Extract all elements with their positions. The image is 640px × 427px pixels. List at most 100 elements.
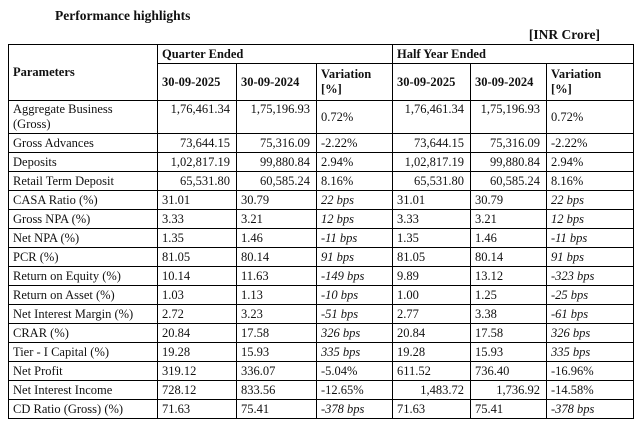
q-2024-cell: 1.13 <box>236 285 317 305</box>
table-row: Net Interest Income 728.12 833.56 -12.65… <box>8 380 635 400</box>
parameters-header: Parameters <box>8 44 158 101</box>
table-row: PCR (%) 81.05 80.14 91 bps 81.05 80.14 9… <box>8 247 635 267</box>
q-2025-cell: 1,76,461.34 <box>157 100 237 134</box>
q-2024-cell: 80.14 <box>236 247 317 267</box>
param-cell: Return on Equity (%) <box>8 266 158 286</box>
q-2025-cell: 2.72 <box>157 304 237 324</box>
q-2024-cell: 3.23 <box>236 304 317 324</box>
table-row: CRAR (%) 20.84 17.58 326 bps 20.84 17.58… <box>8 323 635 343</box>
q-variation-cell: -11 bps <box>316 228 393 248</box>
sub-header-row: 30-09-2025 30-09-2024 Variation [%] 30-0… <box>9 63 635 101</box>
q-2025-cell: 10.14 <box>157 266 237 286</box>
h-2024-cell: 1.46 <box>470 228 547 248</box>
param-cell: Net NPA (%) <box>8 228 158 248</box>
h-variation-cell: -2.22% <box>545 133 635 153</box>
h-2024-cell: 3.21 <box>470 209 547 229</box>
group-header-row: Parameters Quarter Ended Half Year Ended <box>8 44 635 101</box>
h-variation-cell: -11 bps <box>545 228 635 248</box>
q-variation-cell: -5.04% <box>316 361 393 381</box>
q-variation-cell: -12.65% <box>316 380 393 400</box>
quarter-variation-header: Variation [%] <box>316 63 393 101</box>
h-2024-cell: 30.79 <box>470 190 547 210</box>
table-row: Aggregate Business (Gross) 1,76,461.34 1… <box>8 100 635 134</box>
results-table: Parameters Quarter Ended Half Year Ended… <box>8 44 635 419</box>
q-2025-cell: 1.35 <box>157 228 237 248</box>
q-variation-cell: -2.22% <box>316 133 393 153</box>
h-2024-cell: 13.12 <box>470 266 547 286</box>
h-variation-cell: -16.96% <box>545 361 635 381</box>
table-row: Net Interest Margin (%) 2.72 3.23 -51 bp… <box>8 304 635 324</box>
quarter-ended-header: Quarter Ended <box>157 44 393 64</box>
q-2025-cell: 319.12 <box>157 361 237 381</box>
q-variation-cell: -51 bps <box>316 304 393 324</box>
param-cell: Net Interest Margin (%) <box>8 304 158 324</box>
h-variation-cell: 0.72% <box>545 100 635 134</box>
q-2025-cell: 19.28 <box>157 342 237 362</box>
h-variation-cell: 335 bps <box>545 342 635 362</box>
h-2025-cell: 2.77 <box>392 304 471 324</box>
q-2024-cell: 3.21 <box>236 209 317 229</box>
q-2024-cell: 11.63 <box>236 266 317 286</box>
h-variation-cell: 326 bps <box>545 323 635 343</box>
q-2024-cell: 336.07 <box>236 361 317 381</box>
table-row: Net NPA (%) 1.35 1.46 -11 bps 1.35 1.46 … <box>8 228 635 248</box>
table-row: CD Ratio (Gross) (%) 71.63 75.41 -378 bp… <box>8 399 635 419</box>
h-2025-cell: 1.35 <box>392 228 471 248</box>
h-2025-cell: 71.63 <box>392 399 471 419</box>
h-2025-cell: 9.89 <box>392 266 471 286</box>
q-2024-cell: 75,316.09 <box>236 133 317 153</box>
q-2025-cell: 3.33 <box>157 209 237 229</box>
q-variation-cell: 8.16% <box>316 171 393 191</box>
q-2025-cell: 1.03 <box>157 285 237 305</box>
h-2024-cell: 80.14 <box>470 247 547 267</box>
h-variation-cell: 22 bps <box>545 190 635 210</box>
quarter-2025-header: 30-09-2025 <box>157 63 237 101</box>
h-variation-cell: 91 bps <box>545 247 635 267</box>
q-2025-cell: 1,02,817.19 <box>157 152 237 172</box>
h-2025-cell: 1.00 <box>392 285 471 305</box>
h-variation-cell: 8.16% <box>545 171 635 191</box>
h-variation-cell: -14.58% <box>545 380 635 400</box>
h-2024-cell: 15.93 <box>470 342 547 362</box>
q-2025-cell: 81.05 <box>157 247 237 267</box>
h-2025-cell: 31.01 <box>392 190 471 210</box>
h-variation-cell: 12 bps <box>545 209 635 229</box>
q-2024-cell: 833.56 <box>236 380 317 400</box>
q-2025-cell: 31.01 <box>157 190 237 210</box>
h-variation-cell: -61 bps <box>545 304 635 324</box>
param-cell: CD Ratio (Gross) (%) <box>8 399 158 419</box>
param-cell: Deposits <box>8 152 158 172</box>
q-2025-cell: 71.63 <box>157 399 237 419</box>
q-2024-cell: 1,75,196.93 <box>236 100 317 134</box>
param-cell: CRAR (%) <box>8 323 158 343</box>
param-cell: PCR (%) <box>8 247 158 267</box>
param-cell: Retail Term Deposit <box>8 171 158 191</box>
table-row: Gross NPA (%) 3.33 3.21 12 bps 3.33 3.21… <box>8 209 635 229</box>
h-2024-cell: 1,75,196.93 <box>470 100 547 134</box>
h-2025-cell: 1,02,817.19 <box>392 152 471 172</box>
h-variation-cell: -378 bps <box>545 399 635 419</box>
q-variation-cell: -10 bps <box>316 285 393 305</box>
q-variation-cell: 326 bps <box>316 323 393 343</box>
h-2024-cell: 75,316.09 <box>470 133 547 153</box>
h-2025-cell: 3.33 <box>392 209 471 229</box>
table-row: CASA Ratio (%) 31.01 30.79 22 bps 31.01 … <box>8 190 635 210</box>
h-2025-cell: 81.05 <box>392 247 471 267</box>
h-variation-cell: -25 bps <box>545 285 635 305</box>
param-cell: Tier - I Capital (%) <box>8 342 158 362</box>
q-2025-cell: 73,644.15 <box>157 133 237 153</box>
h-2025-cell: 1,483.72 <box>392 380 471 400</box>
h-2024-cell: 1.25 <box>470 285 547 305</box>
h-variation-cell: -323 bps <box>545 266 635 286</box>
table-row: Return on Asset (%) 1.03 1.13 -10 bps 1.… <box>8 285 635 305</box>
table-row: Retail Term Deposit 65,531.80 60,585.24 … <box>8 171 635 191</box>
param-cell: Gross NPA (%) <box>8 209 158 229</box>
q-2025-cell: 20.84 <box>157 323 237 343</box>
param-cell: Net Profit <box>8 361 158 381</box>
half-2025-header: 30-09-2025 <box>392 63 471 101</box>
q-variation-cell: -378 bps <box>316 399 393 419</box>
page-title: Performance highlights <box>55 8 191 23</box>
q-variation-cell: -149 bps <box>316 266 393 286</box>
param-cell: Return on Asset (%) <box>8 285 158 305</box>
q-variation-cell: 22 bps <box>316 190 393 210</box>
